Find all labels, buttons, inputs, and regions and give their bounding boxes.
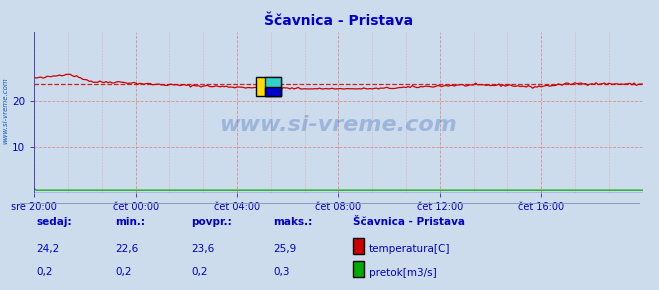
- FancyBboxPatch shape: [256, 77, 281, 96]
- Text: www.si-vreme.com: www.si-vreme.com: [2, 77, 9, 144]
- Text: 0,2: 0,2: [191, 267, 208, 278]
- Text: maks.:: maks.:: [273, 217, 313, 227]
- FancyBboxPatch shape: [266, 77, 281, 96]
- Title: Ščavnica - Pristava: Ščavnica - Pristava: [264, 14, 413, 28]
- Text: sedaj:: sedaj:: [36, 217, 72, 227]
- Text: 0,2: 0,2: [115, 267, 132, 278]
- Text: pretok[m3/s]: pretok[m3/s]: [369, 267, 437, 278]
- Text: Ščavnica - Pristava: Ščavnica - Pristava: [353, 217, 465, 227]
- Text: 24,2: 24,2: [36, 244, 59, 254]
- Text: 23,6: 23,6: [191, 244, 214, 254]
- Text: min.:: min.:: [115, 217, 146, 227]
- Text: www.si-vreme.com: www.si-vreme.com: [219, 115, 457, 135]
- Text: povpr.:: povpr.:: [191, 217, 232, 227]
- Text: 25,9: 25,9: [273, 244, 297, 254]
- Text: temperatura[C]: temperatura[C]: [369, 244, 451, 254]
- Text: 0,2: 0,2: [36, 267, 53, 278]
- Text: 0,3: 0,3: [273, 267, 290, 278]
- FancyBboxPatch shape: [266, 87, 281, 96]
- Text: 22,6: 22,6: [115, 244, 138, 254]
